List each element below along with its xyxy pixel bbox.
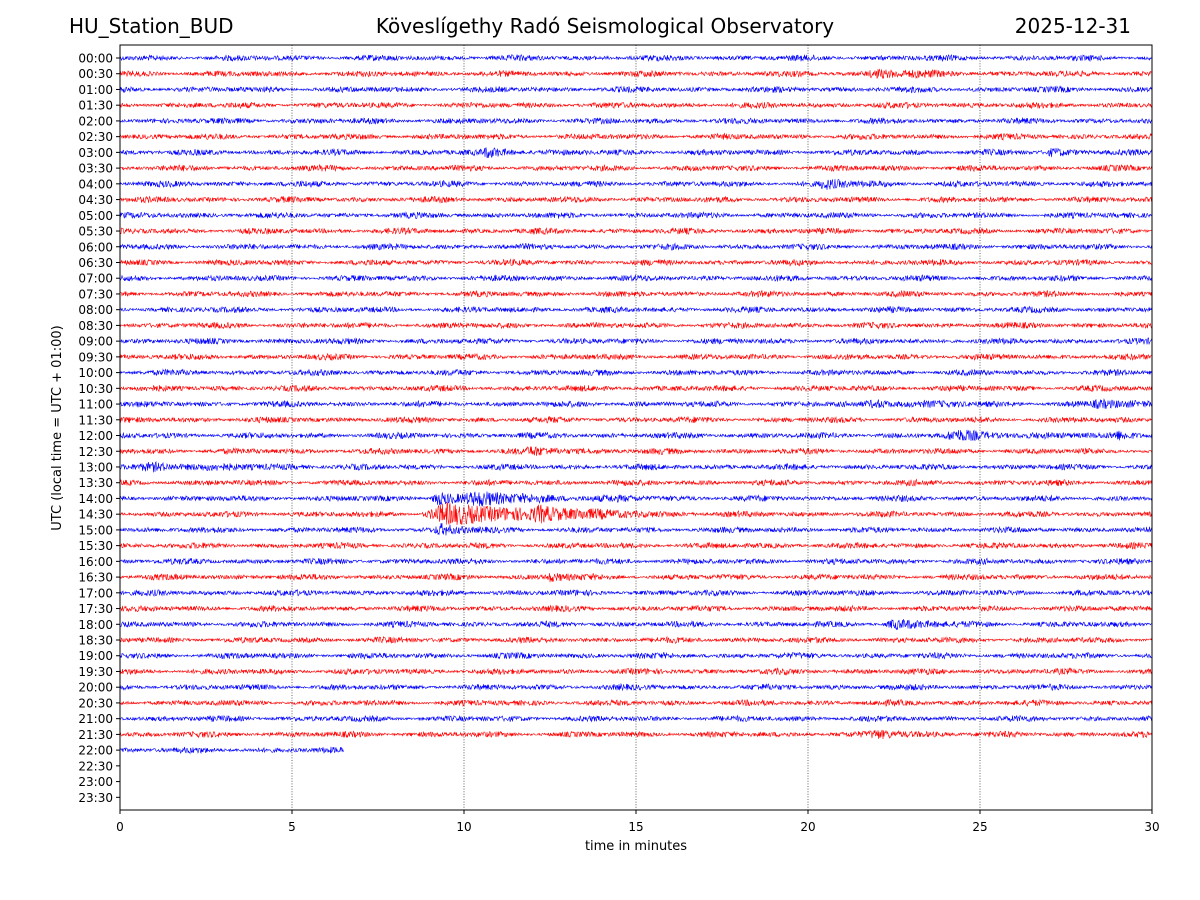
x-tick-label: 30 — [1144, 820, 1159, 834]
trace-1730 — [120, 604, 1153, 613]
trace-1700 — [119, 589, 1153, 597]
y-tick-label: 18:30 — [78, 634, 113, 648]
trace-1400 — [119, 491, 1153, 507]
grid-lines — [291, 45, 981, 810]
x-axis-label: time in minutes — [585, 839, 687, 854]
y-tick-label: 15:30 — [78, 539, 113, 553]
x-tick-label: 10 — [456, 820, 471, 834]
y-tick-label: 22:30 — [78, 759, 113, 773]
trace-0100 — [119, 85, 1153, 94]
trace-0500 — [119, 211, 1153, 220]
trace-0530 — [119, 226, 1153, 236]
y-tick-label: 14:30 — [78, 508, 113, 522]
y-tick-label: 17:30 — [78, 602, 113, 616]
y-tick-label: 09:30 — [78, 350, 113, 364]
y-tick-label: 22:00 — [78, 744, 113, 758]
trace-1600 — [119, 557, 1153, 566]
y-tick-label: 07:30 — [78, 287, 113, 301]
trace-0830 — [119, 321, 1153, 330]
y-tick-label: 20:00 — [78, 681, 113, 695]
x-tick-label: 0 — [116, 820, 124, 834]
x-tick-label: 5 — [288, 820, 296, 834]
y-tick-label: 01:00 — [78, 83, 113, 97]
y-tick-label: 19:00 — [78, 649, 113, 663]
y-tick-label: 02:00 — [78, 114, 113, 128]
trace-0800 — [119, 305, 1153, 314]
y-tick-label: 00:00 — [78, 52, 113, 66]
trace-1200 — [119, 429, 1153, 442]
y-tick-label: 09:00 — [78, 335, 113, 349]
y-tick-label: 21:30 — [78, 728, 113, 742]
y-tick-label: 19:30 — [78, 665, 113, 679]
y-tick-label: 23:30 — [78, 791, 113, 805]
y-tick-label: 13:00 — [78, 460, 113, 474]
trace-2000 — [119, 682, 1153, 692]
x-tick-label: 15 — [628, 820, 643, 834]
y-tick-label: 01:30 — [78, 99, 113, 113]
y-tick-label: 03:00 — [78, 146, 113, 160]
y-tick-label: 13:30 — [78, 476, 113, 490]
y-tick-label: 08:00 — [78, 303, 113, 317]
trace-0430 — [119, 195, 1153, 204]
y-axis-label: UTC (local time = UTC + 01:00) — [50, 325, 65, 530]
trace-0700 — [119, 274, 1153, 283]
y-tick-label: 21:00 — [78, 712, 113, 726]
trace-0600 — [119, 242, 1153, 251]
y-tick-label: 06:00 — [78, 240, 113, 254]
trace-0630 — [119, 258, 1153, 267]
trace-0200 — [119, 117, 1153, 125]
trace-0230 — [119, 132, 1153, 142]
x-tick-label: 20 — [800, 820, 815, 834]
y-tick-label: 17:00 — [78, 586, 113, 600]
y-tick-label: 15:00 — [78, 523, 113, 537]
observatory-title: Köveslígethy Radó Seismological Observat… — [375, 14, 835, 38]
station-name: HU_Station_BUD — [69, 14, 234, 38]
y-tick-label: 04:00 — [78, 177, 113, 191]
trace-1230 — [119, 446, 1153, 456]
y-tick-label: 10:30 — [78, 382, 113, 396]
trace-1830 — [119, 635, 1153, 645]
y-tick-label: 11:00 — [78, 398, 113, 412]
y-tick-label: 16:00 — [78, 555, 113, 569]
trace-2200 — [119, 746, 344, 755]
y-tick-label: 18:00 — [78, 618, 113, 632]
y-tick-label: 06:30 — [78, 256, 113, 270]
y-tick-label: 04:30 — [78, 193, 113, 207]
y-tick-label: 05:30 — [78, 225, 113, 239]
y-tick-label: 05:00 — [78, 209, 113, 223]
y-tick-label: 11:30 — [78, 413, 113, 427]
y-tick-label: 23:00 — [78, 775, 113, 789]
trace-1530 — [119, 541, 1153, 550]
record-date: 2025-12-31 — [1014, 14, 1131, 38]
y-tick-label: 20:30 — [78, 696, 113, 710]
y-tick-label: 08:30 — [78, 319, 113, 333]
y-tick-label: 02:30 — [78, 130, 113, 144]
y-tick-label: 03:30 — [78, 162, 113, 176]
y-tick-label: 16:30 — [78, 571, 113, 585]
y-tick-label: 00:30 — [78, 67, 113, 81]
y-tick-label: 07:00 — [78, 272, 113, 286]
trace-2130 — [120, 729, 1153, 740]
y-tick-label: 14:00 — [78, 492, 113, 506]
y-tick-label: 12:30 — [78, 445, 113, 459]
x-tick-label: 25 — [972, 820, 987, 834]
y-tick-label: 10:00 — [78, 366, 113, 380]
trace-0730 — [119, 289, 1153, 299]
x-axis: 0 5 10 15 20 25 30 — [116, 810, 1160, 834]
y-tick-label: 12:00 — [78, 429, 113, 443]
